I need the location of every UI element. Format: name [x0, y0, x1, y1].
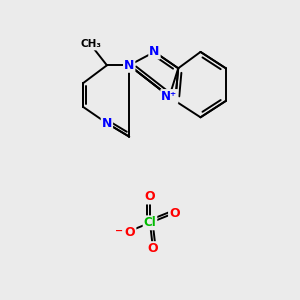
Text: O: O — [148, 242, 158, 255]
Text: N: N — [102, 117, 112, 130]
Text: O: O — [169, 206, 180, 220]
Text: N: N — [149, 45, 160, 58]
Text: N⁺: N⁺ — [161, 90, 177, 103]
Text: CH₃: CH₃ — [80, 40, 101, 50]
Text: O: O — [145, 190, 155, 203]
Text: −: − — [115, 226, 123, 236]
Text: O: O — [125, 226, 135, 239]
Text: Cl: Cl — [144, 216, 156, 229]
Text: N: N — [124, 59, 134, 72]
